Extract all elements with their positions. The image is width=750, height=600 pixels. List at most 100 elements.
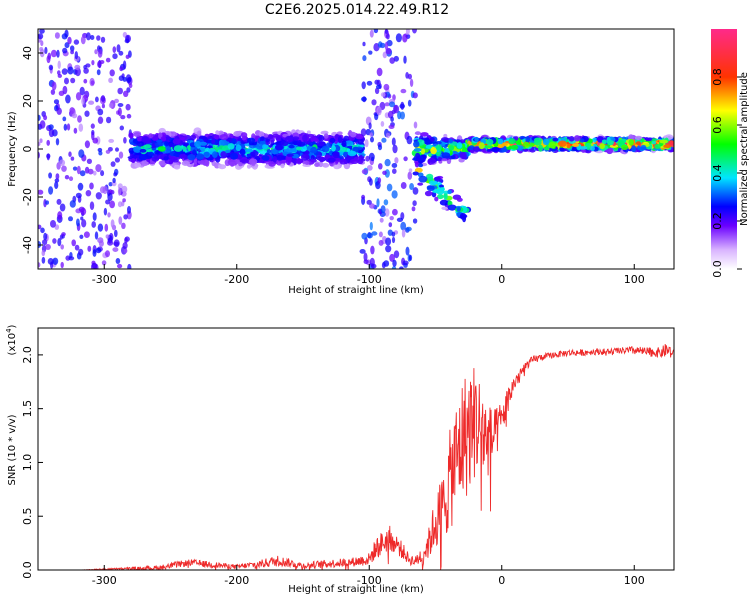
spectral-cell xyxy=(385,245,392,253)
spectral-cell xyxy=(280,163,285,169)
y-tick-label: -20 xyxy=(21,188,34,206)
spectral-cell xyxy=(349,131,357,138)
spectral-cell xyxy=(376,106,382,116)
spectral-cell xyxy=(151,156,160,162)
spectral-cell xyxy=(41,256,46,264)
spectral-cell xyxy=(548,141,556,149)
spectral-cell xyxy=(90,35,95,40)
spectral-cell xyxy=(105,234,110,239)
spectral-cell xyxy=(265,138,270,143)
spectral-cell xyxy=(597,136,603,143)
spectral-cell xyxy=(66,123,71,131)
spectral-cell xyxy=(413,121,418,129)
spectral-cell xyxy=(400,221,407,231)
spectral-cell xyxy=(108,102,114,108)
spectral-cell xyxy=(542,138,550,146)
spectral-cell xyxy=(302,134,308,142)
spectral-cell xyxy=(391,137,396,146)
spectral-cell xyxy=(267,134,274,140)
spectral-cell xyxy=(640,146,647,151)
spectral-cell xyxy=(306,130,311,135)
spectral-cell xyxy=(388,124,395,129)
spectral-cell xyxy=(239,148,246,156)
spectral-cell xyxy=(238,162,243,167)
spectral-cell xyxy=(262,144,268,150)
spectral-cell xyxy=(91,60,95,66)
spectral-cell xyxy=(389,57,396,64)
spectral-cell xyxy=(109,200,115,209)
y-tick-label: 0.0 xyxy=(21,561,34,579)
spectral-cell xyxy=(55,138,60,146)
spectral-cell xyxy=(441,137,449,142)
spectral-cell xyxy=(343,151,348,158)
spectral-cell xyxy=(57,211,63,220)
spectral-cell xyxy=(118,216,123,225)
spectral-cell xyxy=(403,55,407,64)
spectral-cell xyxy=(107,240,114,246)
spectral-cell xyxy=(194,140,202,148)
spectral-cell xyxy=(459,212,467,220)
spectral-cell xyxy=(371,156,375,162)
spectral-cell xyxy=(127,263,132,269)
spectral-cell xyxy=(202,159,209,166)
spectral-cell xyxy=(272,156,277,163)
spectral-cell xyxy=(73,39,80,45)
spectral-cell xyxy=(371,99,377,106)
spectral-cell xyxy=(414,161,420,168)
spectral-cell xyxy=(46,55,51,64)
spectral-cell xyxy=(220,139,230,147)
spectral-cell xyxy=(124,38,130,44)
spectral-cell xyxy=(62,47,68,54)
spectral-cell xyxy=(343,162,351,170)
spectral-cell xyxy=(354,133,364,140)
spectral-cell xyxy=(93,170,97,176)
spectral-cell xyxy=(38,224,42,230)
spectral-cell xyxy=(107,212,111,218)
spectral-cell xyxy=(196,153,205,160)
spectral-cell xyxy=(113,239,120,248)
spectral-cell xyxy=(133,146,142,153)
spectral-cell xyxy=(125,103,131,111)
spectral-cell xyxy=(376,198,380,208)
spectral-cell xyxy=(101,260,107,266)
spectral-cell xyxy=(374,87,380,95)
spectral-cell xyxy=(92,137,99,144)
spectral-cell xyxy=(139,148,147,153)
spectral-cell xyxy=(104,223,109,232)
spectral-cell xyxy=(228,161,238,166)
x-tick-label: -200 xyxy=(224,273,249,286)
spectral-cell xyxy=(225,149,231,154)
spectral-cell xyxy=(513,136,519,141)
spectral-cell xyxy=(79,234,84,239)
spectral-cell xyxy=(508,138,516,145)
y-tick-label: 2.0 xyxy=(21,346,34,364)
y-tick-label: 0.5 xyxy=(21,507,34,525)
spectral-cell xyxy=(46,153,50,161)
spectral-cell xyxy=(427,176,434,182)
spectral-cell xyxy=(336,131,343,135)
spectral-cell xyxy=(274,144,284,151)
spectral-cell xyxy=(400,111,405,120)
spectral-cell xyxy=(310,146,317,154)
spectral-cell xyxy=(412,29,417,34)
spectral-cell xyxy=(90,80,95,85)
spectral-cell xyxy=(573,135,581,142)
spectral-cell xyxy=(199,141,208,146)
spectral-cell xyxy=(80,35,86,45)
spectral-cell xyxy=(409,183,414,190)
spectral-cell xyxy=(460,139,465,143)
spectral-cell xyxy=(117,107,122,117)
spectral-cell xyxy=(114,157,120,163)
spectral-cell xyxy=(418,175,428,183)
spectral-cell xyxy=(407,73,412,80)
spectral-cell xyxy=(374,113,379,121)
spectral-cell xyxy=(538,144,543,152)
spectral-cell xyxy=(430,147,437,155)
spectral-cell xyxy=(497,138,504,145)
spectral-cell xyxy=(97,49,103,58)
spectral-cell xyxy=(263,133,269,138)
spectral-cell xyxy=(443,193,448,200)
spectral-cell xyxy=(407,99,412,107)
spectral-cell xyxy=(552,137,559,142)
